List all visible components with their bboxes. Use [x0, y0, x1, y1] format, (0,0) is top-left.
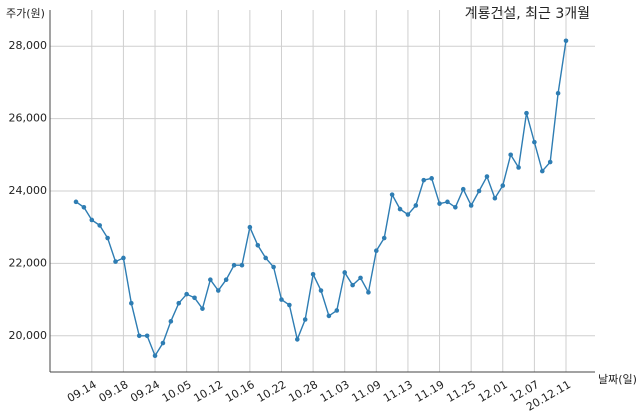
- point: [389, 192, 395, 197]
- point: [555, 90, 561, 96]
- point: [136, 333, 142, 339]
- point: [73, 199, 79, 205]
- point: [192, 295, 197, 301]
- point: [516, 165, 521, 170]
- point: [453, 204, 458, 210]
- point: [508, 152, 513, 158]
- y-tick-label: 22,000: [9, 256, 48, 269]
- x-tick-label: 09.24: [128, 378, 162, 405]
- point: [184, 291, 189, 297]
- point: [500, 183, 506, 188]
- point: [421, 177, 427, 183]
- point: [152, 353, 158, 359]
- point: [208, 277, 213, 282]
- point: [468, 203, 474, 208]
- chart-title: 계룡건설, 최근 3개월: [465, 6, 590, 22]
- y-tick-label: 26,000: [9, 112, 48, 125]
- point: [484, 174, 490, 179]
- point: [168, 319, 174, 324]
- point: [263, 255, 268, 261]
- x-tick-label: 11.25: [444, 378, 478, 405]
- point: [358, 275, 363, 281]
- point: [215, 288, 221, 293]
- point: [397, 206, 403, 212]
- point: [492, 195, 498, 201]
- x-tick-label: 10.16: [223, 378, 257, 405]
- point: [89, 217, 95, 223]
- point: [405, 212, 411, 217]
- point: [200, 306, 205, 311]
- x-tick-label: 10.28: [286, 378, 320, 405]
- point: [539, 168, 545, 174]
- x-tick-label: 11.09: [350, 378, 384, 405]
- point: [81, 204, 87, 210]
- line: [75, 40, 567, 358]
- x-tick-label: 11.03: [318, 378, 352, 405]
- point: [524, 110, 529, 116]
- point: [129, 300, 134, 306]
- point: [239, 262, 245, 268]
- point: [460, 186, 466, 192]
- x-tick-label: 12.01: [476, 378, 510, 405]
- point: [429, 176, 434, 181]
- point: [176, 300, 182, 306]
- point: [287, 302, 292, 308]
- point: [334, 308, 340, 313]
- point: [97, 223, 103, 228]
- point: [413, 203, 419, 208]
- point: [160, 340, 166, 346]
- point: [476, 188, 482, 194]
- point: [366, 290, 371, 295]
- point: [279, 297, 284, 302]
- point: [532, 139, 537, 145]
- point: [255, 243, 261, 248]
- point: [350, 282, 355, 288]
- point: [547, 159, 553, 165]
- point: [113, 259, 118, 264]
- point: [223, 277, 229, 282]
- point: [121, 255, 126, 261]
- point: [105, 235, 110, 241]
- point: [231, 262, 237, 268]
- point: [374, 248, 379, 254]
- x-tick-label: 09.14: [65, 378, 99, 405]
- x-tick-label: 11.13: [381, 378, 415, 405]
- point: [144, 333, 150, 339]
- x-axis-label: 날짜(일): [598, 372, 637, 386]
- x-tick-label: 11.19: [413, 378, 447, 405]
- point: [326, 313, 332, 319]
- point: [294, 337, 300, 342]
- y-tick-label: 20,000: [9, 329, 48, 342]
- point: [271, 264, 276, 270]
- point: [445, 199, 450, 205]
- x-tick-label: 10.12: [191, 378, 225, 405]
- y-tick-label: 28,000: [9, 39, 48, 52]
- point: [437, 201, 442, 206]
- point: [563, 38, 569, 44]
- point: [318, 288, 324, 293]
- point: [302, 317, 308, 322]
- y-axis-label: 주가(원): [6, 7, 45, 20]
- x-tick-label: 10.05: [160, 378, 194, 405]
- x-tick-label: 09.18: [97, 378, 131, 405]
- point: [310, 271, 316, 277]
- point: [381, 235, 387, 241]
- x-tick-label: 10.22: [255, 378, 289, 405]
- point: [342, 270, 348, 275]
- point: [247, 224, 253, 230]
- y-tick-label: 24,000: [9, 184, 48, 197]
